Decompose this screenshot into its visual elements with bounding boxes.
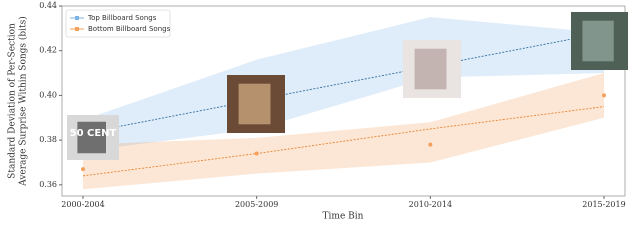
album-cover-detail [77, 121, 106, 154]
y-tick-label: 0.40 [39, 90, 57, 99]
trend-line [82, 106, 605, 177]
legend-box [65, 9, 171, 38]
legend-label: Bottom Billboard Songs [88, 25, 171, 33]
confidence-band [83, 17, 604, 152]
legend-marker [75, 16, 79, 20]
album-text: 50 CENT [70, 128, 117, 139]
chart: Time Bin Standard Deviation of Per-Secti… [8, 1, 628, 222]
y-tick-label: 0.36 [39, 180, 57, 189]
x-tick-label: 2000-2004 [61, 200, 104, 209]
y-tick-label: 0.44 [39, 1, 57, 10]
x-tick-label: 2005-2009 [235, 200, 278, 209]
album-cover-detail [238, 83, 271, 125]
plot-frame [61, 5, 626, 197]
legend-label: Top Billboard Songs [87, 14, 157, 22]
album-cover-detail [582, 20, 614, 62]
album-cover-detail [414, 48, 447, 90]
x-tick-label: 2015-2019 [582, 200, 625, 209]
legend-marker [75, 27, 79, 31]
confidence-band [83, 73, 604, 190]
data-point [81, 167, 85, 172]
data-point [602, 93, 606, 98]
y-tick-label: 0.42 [39, 46, 57, 55]
data-point [254, 151, 259, 156]
legend: Top Billboard Songs Bottom Billboard Song… [65, 9, 171, 38]
x-axis-label: Time Bin [323, 212, 364, 222]
y-axis-label: Average Surprise Within Songs (bits) [18, 16, 29, 187]
data-point [428, 142, 433, 147]
trend-line [82, 32, 605, 134]
y-tick-label: 0.38 [39, 135, 57, 144]
x-tick-label: 2010-2014 [409, 200, 452, 209]
y-axis-label: Standard Deviation of Per-Section [8, 23, 18, 179]
